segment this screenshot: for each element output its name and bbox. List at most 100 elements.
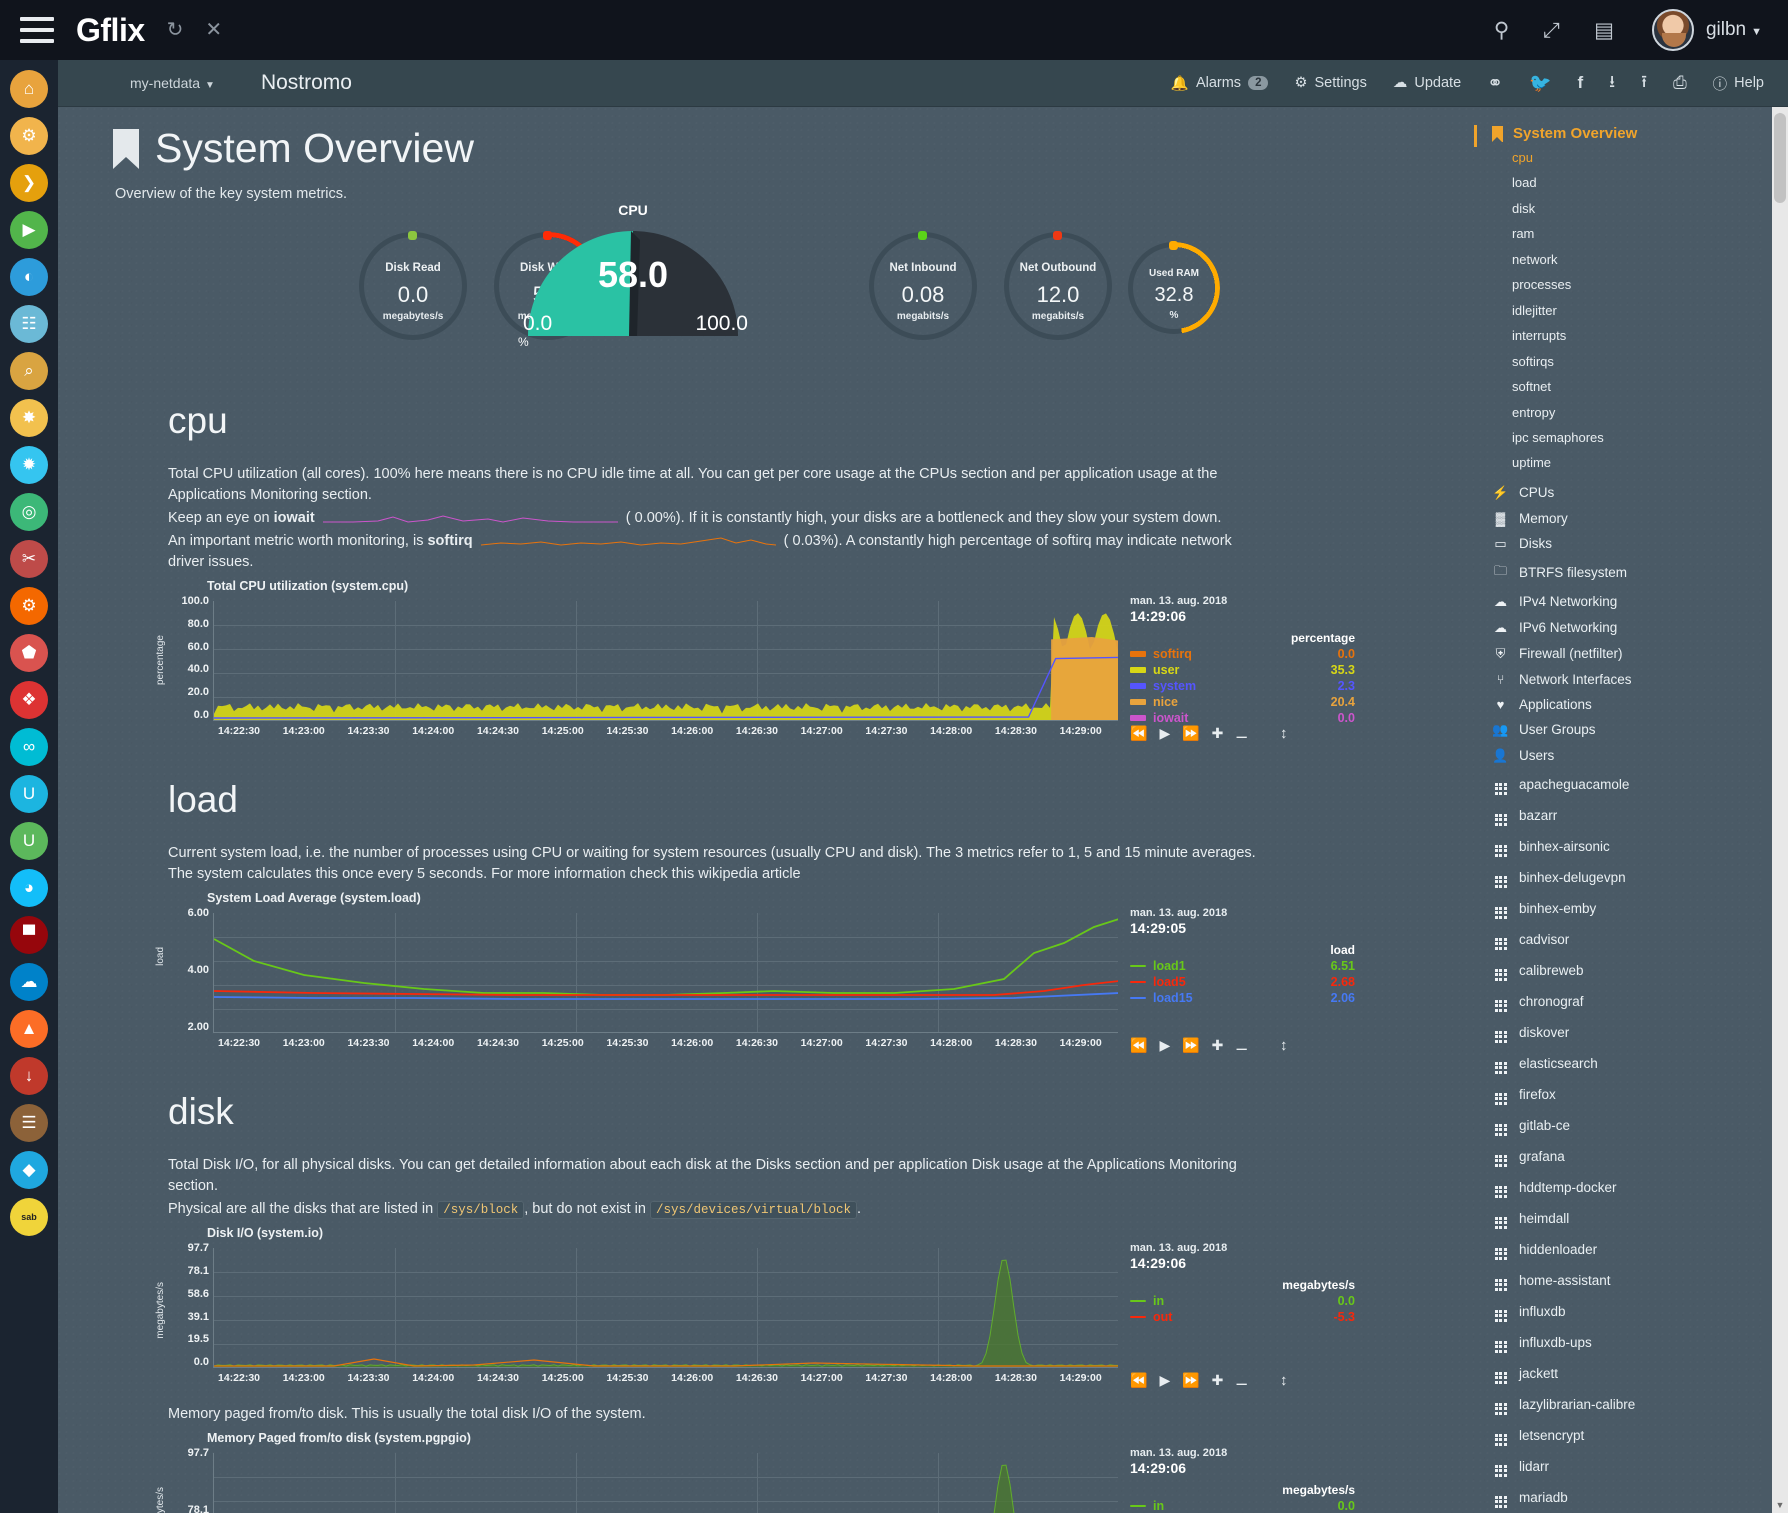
right-nav-app-influxdb-ups[interactable]: influxdb-ups	[1492, 1332, 1740, 1353]
right-nav-section-firewall-netfilter[interactable]: ⛨ Firewall (netfilter)	[1492, 646, 1740, 662]
legend-row[interactable]: load5 2.68	[1130, 975, 1355, 989]
rewind-icon[interactable]: ⏪	[1130, 1372, 1148, 1389]
right-nav-app-elasticsearch[interactable]: elasticsearch	[1492, 1053, 1740, 1074]
sabnzbd-icon[interactable]: sab	[10, 1198, 48, 1236]
github-icon[interactable]: ⚭	[1487, 72, 1504, 94]
legend-row[interactable]: in 0.0	[1130, 1499, 1355, 1513]
legend-row[interactable]: user 35.3	[1130, 663, 1355, 677]
legend-row[interactable]: load15 2.06	[1130, 991, 1355, 1005]
right-nav-section-disks[interactable]: ▭ Disks	[1492, 536, 1740, 552]
nav-alarms[interactable]: 🔔 Alarms 2	[1171, 75, 1269, 92]
nzbget-icon[interactable]: ↓	[10, 1057, 48, 1095]
rewind-icon[interactable]: ⏪	[1130, 725, 1148, 742]
right-nav-app-influxdb[interactable]: influxdb	[1492, 1301, 1740, 1322]
play-icon[interactable]: ▶	[1159, 725, 1171, 742]
export-icon[interactable]: ⭱	[1641, 71, 1648, 91]
right-nav-app-diskover[interactable]: diskover	[1492, 1022, 1740, 1043]
emby-icon[interactable]: ▶	[10, 211, 48, 249]
right-nav-sub-interrupts[interactable]: interrupts	[1512, 328, 1567, 344]
unifi-icon[interactable]: U	[10, 775, 48, 813]
right-nav-app-chronograf[interactable]: chronograf	[1492, 991, 1740, 1012]
right-nav-app-gitlab-ce[interactable]: gitlab-ce	[1492, 1115, 1740, 1136]
chart-system-load[interactable]: System Load Average (system.load) load 6.0…	[155, 891, 1355, 1055]
resize-icon[interactable]: ↕	[1279, 1037, 1288, 1055]
cast-icon[interactable]: ▤	[1594, 18, 1614, 42]
legend-row[interactable]: iowait 0.0	[1130, 711, 1355, 725]
play-icon[interactable]: ▶	[1159, 1037, 1171, 1054]
shuffle-icon[interactable]: ⤢	[1543, 18, 1561, 42]
heimdall-icon[interactable]: ⬟	[10, 634, 48, 672]
gauge-cpu[interactable]: CPU 58.0 0.0 100.0%	[518, 202, 748, 372]
right-nav-app-cadvisor[interactable]: cadvisor	[1492, 929, 1740, 950]
right-nav-sub-cpu[interactable]: cpu	[1512, 150, 1533, 165]
chart-system-io[interactable]: Disk I/O (system.io) megabytes/s 97.7 78.1 5…	[155, 1226, 1355, 1390]
chart-plot[interactable]	[213, 1248, 1118, 1369]
plex-icon[interactable]: ❯	[10, 164, 48, 202]
legend-row[interactable]: in 0.0	[1130, 1294, 1355, 1308]
right-nav-sub-softnet[interactable]: softnet	[1512, 379, 1552, 395]
right-nav-sub-idlejitter[interactable]: idlejitter	[1512, 302, 1557, 318]
home-icon[interactable]: ⌂	[10, 70, 48, 108]
right-nav-header[interactable]: System Overview	[1492, 125, 1740, 142]
scroll-down-arrow[interactable]: ▼	[1775, 1500, 1785, 1510]
right-nav-app-grafana[interactable]: grafana	[1492, 1146, 1740, 1167]
vertical-scrollbar[interactable]: ▲ ▼	[1772, 107, 1788, 1513]
right-nav-section-btrfs-filesystem[interactable]: 🗀 BTRFS filesystem	[1492, 562, 1740, 584]
right-nav-section-network-interfaces[interactable]: ⑂ Network Interfaces	[1492, 672, 1740, 687]
right-nav-app-heimdall[interactable]: heimdall	[1492, 1208, 1740, 1229]
radarr-icon[interactable]: ✸	[10, 399, 48, 437]
host-selector[interactable]: my-netdata ▼	[130, 75, 215, 91]
organizr-icon[interactable]: ❖	[10, 681, 48, 719]
zoom-in-icon[interactable]: ✚	[1211, 725, 1224, 742]
gauge-disk-read[interactable]: Disk Read 0.0 megabytes/s	[359, 231, 467, 340]
facebook-icon[interactable]: f	[1577, 73, 1584, 92]
chart-plot[interactable]	[213, 1453, 1118, 1513]
zoom-in-icon[interactable]: ✚	[1211, 1372, 1224, 1389]
right-nav-sub-ram[interactable]: ram	[1512, 226, 1535, 242]
right-nav-app-home-assistant[interactable]: home-assistant	[1492, 1270, 1740, 1291]
play-icon[interactable]: ▶	[1159, 1372, 1171, 1389]
right-nav-section-ipv6-networking[interactable]: ☁ IPv6 Networking	[1492, 620, 1740, 636]
right-nav-app-lidarr[interactable]: lidarr	[1492, 1456, 1740, 1477]
search-icon[interactable]: ⚲	[1493, 18, 1510, 42]
netdata-icon[interactable]: ∞	[10, 728, 48, 766]
right-nav-app-lazylibrarian-calibre[interactable]: lazylibrarian-calibre	[1492, 1394, 1740, 1415]
right-nav-app-binhex-airsonic[interactable]: binhex-airsonic	[1492, 836, 1740, 857]
forward-icon[interactable]: ⏩	[1182, 1037, 1200, 1054]
jackett-icon[interactable]: ⌕	[10, 352, 48, 390]
legend-row[interactable]: load1 6.51	[1130, 959, 1355, 973]
avatar[interactable]	[1651, 9, 1694, 51]
resize-icon[interactable]: ↕	[1279, 725, 1288, 743]
forward-icon[interactable]: ⏩	[1182, 725, 1200, 742]
duplicati-icon[interactable]: ◆	[10, 1151, 48, 1189]
right-nav-sub-softirqs[interactable]: softirqs	[1512, 353, 1554, 369]
right-nav-app-mariadb[interactable]: mariadb	[1492, 1487, 1740, 1508]
legend-row[interactable]: softirq 0.0	[1130, 647, 1355, 661]
legend-row[interactable]: nice 20.4	[1130, 695, 1355, 709]
user-menu[interactable]: gilbn ▼	[1706, 19, 1762, 41]
nav-help[interactable]: ⓘ Help	[1713, 73, 1764, 94]
gauge-net-outbound[interactable]: Net Outbound 12.0 megabits/s	[1004, 231, 1112, 340]
tautulli-icon[interactable]: ☷	[10, 305, 48, 343]
right-nav-app-letsencrypt[interactable]: letsencrypt	[1492, 1425, 1740, 1446]
menu-icon[interactable]	[20, 17, 54, 43]
nav-settings[interactable]: ⚙ Settings	[1294, 75, 1366, 91]
gauge-used-ram[interactable]: Used RAM 32.8%	[1128, 241, 1220, 334]
print-icon[interactable]: ⎙	[1673, 73, 1687, 92]
refresh-icon[interactable]: ↻	[166, 19, 184, 41]
right-nav-section-user-groups[interactable]: 👥 User Groups	[1492, 722, 1740, 738]
zoom-out-icon[interactable]: ⚊	[1235, 725, 1248, 742]
right-nav-section-cpus[interactable]: ⚡ CPUs	[1492, 485, 1740, 501]
zoom-in-icon[interactable]: ✚	[1211, 1037, 1224, 1054]
right-nav-app-binhex-emby[interactable]: binhex-emby	[1492, 898, 1740, 919]
nav-update[interactable]: ☁ Update	[1393, 75, 1461, 91]
right-nav-app-calibreweb[interactable]: calibreweb	[1492, 960, 1740, 981]
zoom-out-icon[interactable]: ⚊	[1235, 1372, 1248, 1389]
sonarr-icon[interactable]: ✹	[10, 446, 48, 484]
chart-plot[interactable]	[213, 913, 1118, 1034]
right-nav-app-bazarr[interactable]: bazarr	[1492, 805, 1740, 826]
right-nav-app-jackett[interactable]: jackett	[1492, 1363, 1740, 1384]
gitlab-icon[interactable]: ▲	[10, 1010, 48, 1048]
chart-system-cpu[interactable]: Total CPU utilization (system.cpu) percen…	[155, 579, 1355, 743]
right-nav-app-hddtemp-docker[interactable]: hddtemp-docker	[1492, 1177, 1740, 1198]
